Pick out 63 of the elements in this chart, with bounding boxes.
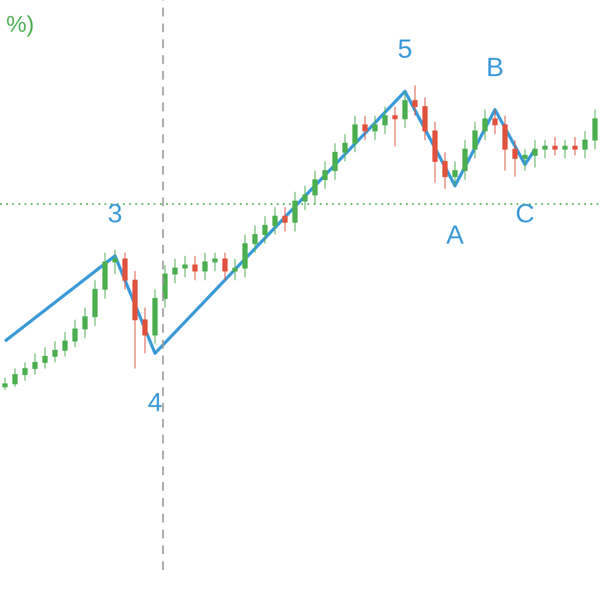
annotation: C xyxy=(516,204,534,223)
annotation: 3 xyxy=(108,204,122,223)
candlestick xyxy=(92,280,98,326)
candlestick xyxy=(102,252,108,299)
candlestick xyxy=(122,252,128,290)
candlestick xyxy=(182,255,188,278)
text: 4 xyxy=(148,392,162,412)
candlestick xyxy=(462,140,468,180)
candlestick xyxy=(552,136,558,156)
candlestick xyxy=(202,252,208,281)
candlestick xyxy=(192,255,198,281)
candlestick xyxy=(502,115,508,171)
candlestick xyxy=(172,258,178,284)
candlestick xyxy=(152,288,158,345)
candlestick xyxy=(572,136,578,156)
candlestick xyxy=(482,109,488,141)
candlestick xyxy=(322,160,328,190)
candlestick xyxy=(62,332,68,357)
candlestick xyxy=(492,109,498,134)
candlestick xyxy=(522,148,528,171)
candlestick xyxy=(332,142,338,180)
candlestick xyxy=(132,270,138,369)
candlestick xyxy=(402,90,408,128)
candlestick xyxy=(582,130,588,159)
candlestick xyxy=(242,234,248,278)
candlestick xyxy=(252,224,258,254)
candlestick xyxy=(542,140,548,159)
candlestick xyxy=(442,152,448,190)
candlestick xyxy=(2,377,8,390)
candlestick xyxy=(52,340,58,363)
candlestick xyxy=(232,258,238,281)
candlestick xyxy=(222,252,228,281)
candlestick xyxy=(472,121,478,159)
candlestick xyxy=(72,319,78,348)
candlestick xyxy=(212,252,218,272)
candlestick xyxy=(362,115,368,141)
candlestick xyxy=(392,106,398,147)
candlestick xyxy=(422,97,428,141)
candlestick xyxy=(112,249,118,275)
candlestick xyxy=(512,140,518,178)
candlestick xyxy=(372,115,378,141)
candlestick xyxy=(412,84,418,116)
candlestick xyxy=(142,307,148,354)
text: B xyxy=(488,58,502,76)
candlestick xyxy=(262,216,268,244)
candlestick xyxy=(22,362,28,382)
candlestick xyxy=(32,352,38,376)
candlestick xyxy=(562,140,568,159)
candlestick xyxy=(452,160,458,186)
text: 5 xyxy=(398,40,412,58)
candlestick xyxy=(342,134,348,162)
candlestick xyxy=(592,109,598,150)
candlestick xyxy=(352,115,358,153)
candlestick xyxy=(82,307,88,339)
candlestick xyxy=(432,121,438,184)
annotation: A xyxy=(446,225,464,244)
chart-title: %) xyxy=(7,15,33,36)
candlestick xyxy=(282,206,288,232)
candlestick xyxy=(382,106,388,134)
candlestick xyxy=(12,368,18,388)
candlestick xyxy=(532,140,538,168)
candlestick xyxy=(42,346,48,369)
candlestick xyxy=(272,206,278,235)
